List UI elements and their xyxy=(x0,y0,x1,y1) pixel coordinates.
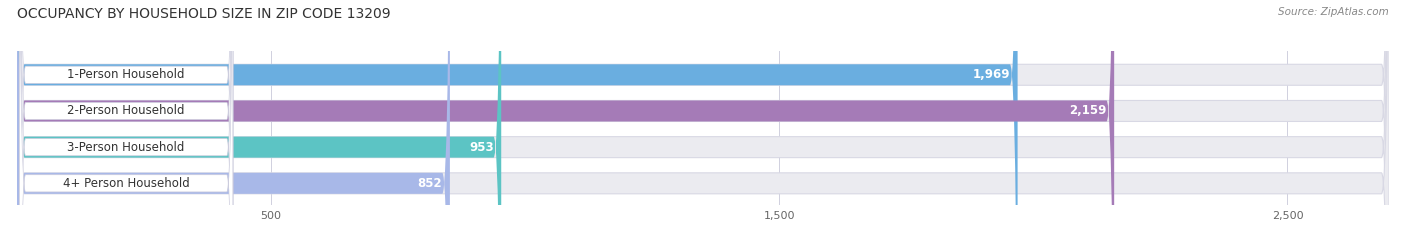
FancyBboxPatch shape xyxy=(17,0,1389,233)
FancyBboxPatch shape xyxy=(20,0,233,233)
FancyBboxPatch shape xyxy=(20,0,233,233)
FancyBboxPatch shape xyxy=(17,0,450,233)
Text: Source: ZipAtlas.com: Source: ZipAtlas.com xyxy=(1278,7,1389,17)
Text: 852: 852 xyxy=(418,177,443,190)
FancyBboxPatch shape xyxy=(20,0,233,233)
FancyBboxPatch shape xyxy=(17,0,501,233)
Text: 1,969: 1,969 xyxy=(973,68,1010,81)
Text: 3-Person Household: 3-Person Household xyxy=(67,141,184,154)
Text: 4+ Person Household: 4+ Person Household xyxy=(63,177,190,190)
FancyBboxPatch shape xyxy=(17,0,1389,233)
Text: 1-Person Household: 1-Person Household xyxy=(67,68,186,81)
FancyBboxPatch shape xyxy=(17,0,1114,233)
FancyBboxPatch shape xyxy=(17,0,1389,233)
FancyBboxPatch shape xyxy=(17,0,1389,233)
Text: 953: 953 xyxy=(470,141,494,154)
FancyBboxPatch shape xyxy=(20,0,233,233)
Text: 2,159: 2,159 xyxy=(1069,104,1107,117)
Text: OCCUPANCY BY HOUSEHOLD SIZE IN ZIP CODE 13209: OCCUPANCY BY HOUSEHOLD SIZE IN ZIP CODE … xyxy=(17,7,391,21)
FancyBboxPatch shape xyxy=(17,0,1018,233)
Text: 2-Person Household: 2-Person Household xyxy=(67,104,186,117)
